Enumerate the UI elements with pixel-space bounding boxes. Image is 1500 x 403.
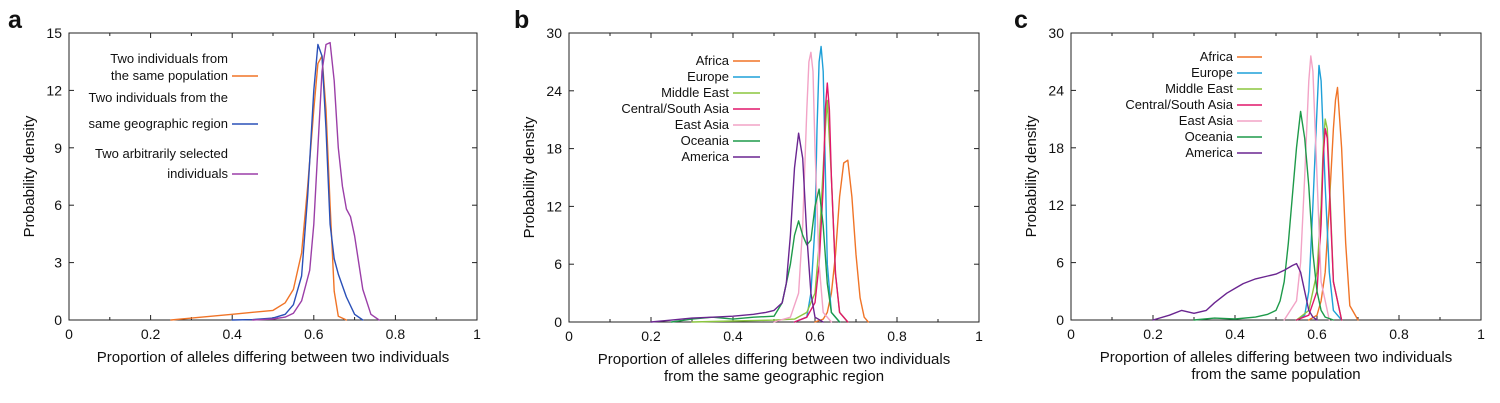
legend-label: Africa [696,53,730,68]
x-axis-title: Proportion of alleles differing between … [598,351,950,368]
plot-frame [1070,32,1482,321]
series-line-oceania [670,188,841,323]
x-tick-label: 0 [65,326,73,342]
panel-letter: a [8,6,23,34]
series-line-central-south-asia [1295,127,1343,321]
series-line-two-individuals-from-the-same-geographic-region [231,43,364,321]
legend-label: Oceania [681,133,730,148]
legend-label: East Asia [1179,113,1234,128]
legend-label: America [1185,145,1233,160]
legend-label: East Asia [675,117,730,132]
series-line-east-asia [773,51,833,323]
x-axis-title: from the same geographic region [664,368,884,385]
series-line-two-individuals-from-the-same-population [170,55,348,321]
y-tick-label: 15 [46,25,62,41]
x-tick-label: 0 [1067,326,1075,342]
series-line-europe [1295,64,1343,321]
y-axis-title: Probability density [21,115,38,237]
y-tick-label: 24 [546,83,562,99]
y-tick-label: 30 [546,25,562,41]
x-tick-label: 0 [565,328,573,344]
x-tick-label: 0.2 [1143,326,1163,342]
x-tick-label: 0.6 [805,328,825,344]
x-tick-label: 0.4 [723,328,743,344]
y-tick-label: 6 [554,256,562,272]
x-tick-label: 0.8 [386,326,406,342]
legend-label: the same population [111,68,228,83]
y-tick-label: 0 [554,314,562,330]
x-tick-label: 0.2 [141,326,161,342]
y-tick-label: 6 [1056,255,1064,271]
x-tick-label: 0.8 [1389,326,1409,342]
series-line-africa [1308,86,1359,321]
series-line-europe [793,45,841,323]
series-line-two-arbitrarily-selected-individuals [251,41,380,321]
legend-label: Two arbitrarily selected [95,146,228,161]
y-tick-label: 18 [1048,140,1064,156]
y-tick-label: 12 [46,82,62,98]
x-axis-title: Proportion of alleles differing between … [1100,349,1452,366]
legend-label: Central/South Asia [621,101,729,116]
y-tick-label: 12 [546,198,562,214]
legend-label: Europe [1191,65,1233,80]
x-tick-label: 0.4 [222,326,242,342]
y-tick-label: 6 [54,197,62,213]
x-tick-label: 1 [473,326,481,342]
legend-label: same geographic region [89,116,228,131]
panel-letter: c [1014,6,1028,34]
x-tick-label: 1 [975,328,983,344]
x-tick-label: 0.2 [641,328,661,344]
legend-label: Two individuals from [110,51,228,66]
series-line-africa [814,159,869,323]
y-axis-title: Probability density [521,116,538,238]
x-axis-title: from the same population [1191,366,1360,383]
y-tick-label: 24 [1048,82,1064,98]
legend-label: Middle East [1165,81,1233,96]
x-tick-label: 0.4 [1225,326,1245,342]
legend-label: Oceania [1185,129,1234,144]
x-tick-label: 0.8 [887,328,907,344]
x-tick-label: 0.6 [1307,326,1327,342]
series-line-america [1152,262,1318,321]
panel-letter: b [514,6,529,34]
legend-label: individuals [167,166,228,181]
chart-panel-b: b 0 0.2 0.4 0.6 0.8 1 0 6 12 18 24 30 Proportion of a… [514,6,983,385]
series-line-east-asia [1283,55,1331,321]
y-tick-label: 18 [546,141,562,157]
chart-panel-c: c 0 0.2 0.4 0.6 0.8 1 0 6 12 18 24 30 Proportion of a… [1014,6,1485,383]
y-tick-label: 12 [1048,197,1064,213]
legend-label: America [681,149,729,164]
x-axis-title: Proportion of alleles differing between … [97,349,449,366]
legend-label: Two individuals from the [89,90,228,105]
y-tick-label: 30 [1048,25,1064,41]
legend-label: Europe [687,69,729,84]
legend-label: Middle East [661,85,729,100]
x-tick-label: 1 [1477,326,1485,342]
series-line-america [650,132,824,323]
y-tick-label: 0 [1056,312,1064,328]
y-tick-label: 9 [54,140,62,156]
y-tick-label: 3 [54,255,62,271]
y-axis-title: Probability density [1023,115,1040,237]
legend-label: Central/South Asia [1125,97,1233,112]
x-tick-label: 0.6 [304,326,324,342]
legend-label: Africa [1200,49,1234,64]
series-line-oceania [1193,110,1335,321]
plot-frame [568,32,980,323]
chart-panel-a: a 0 0.2 0.4 0.6 0.8 1 0 3 6 9 12 15 Proportion of all… [8,6,481,366]
y-tick-label: 0 [54,312,62,328]
